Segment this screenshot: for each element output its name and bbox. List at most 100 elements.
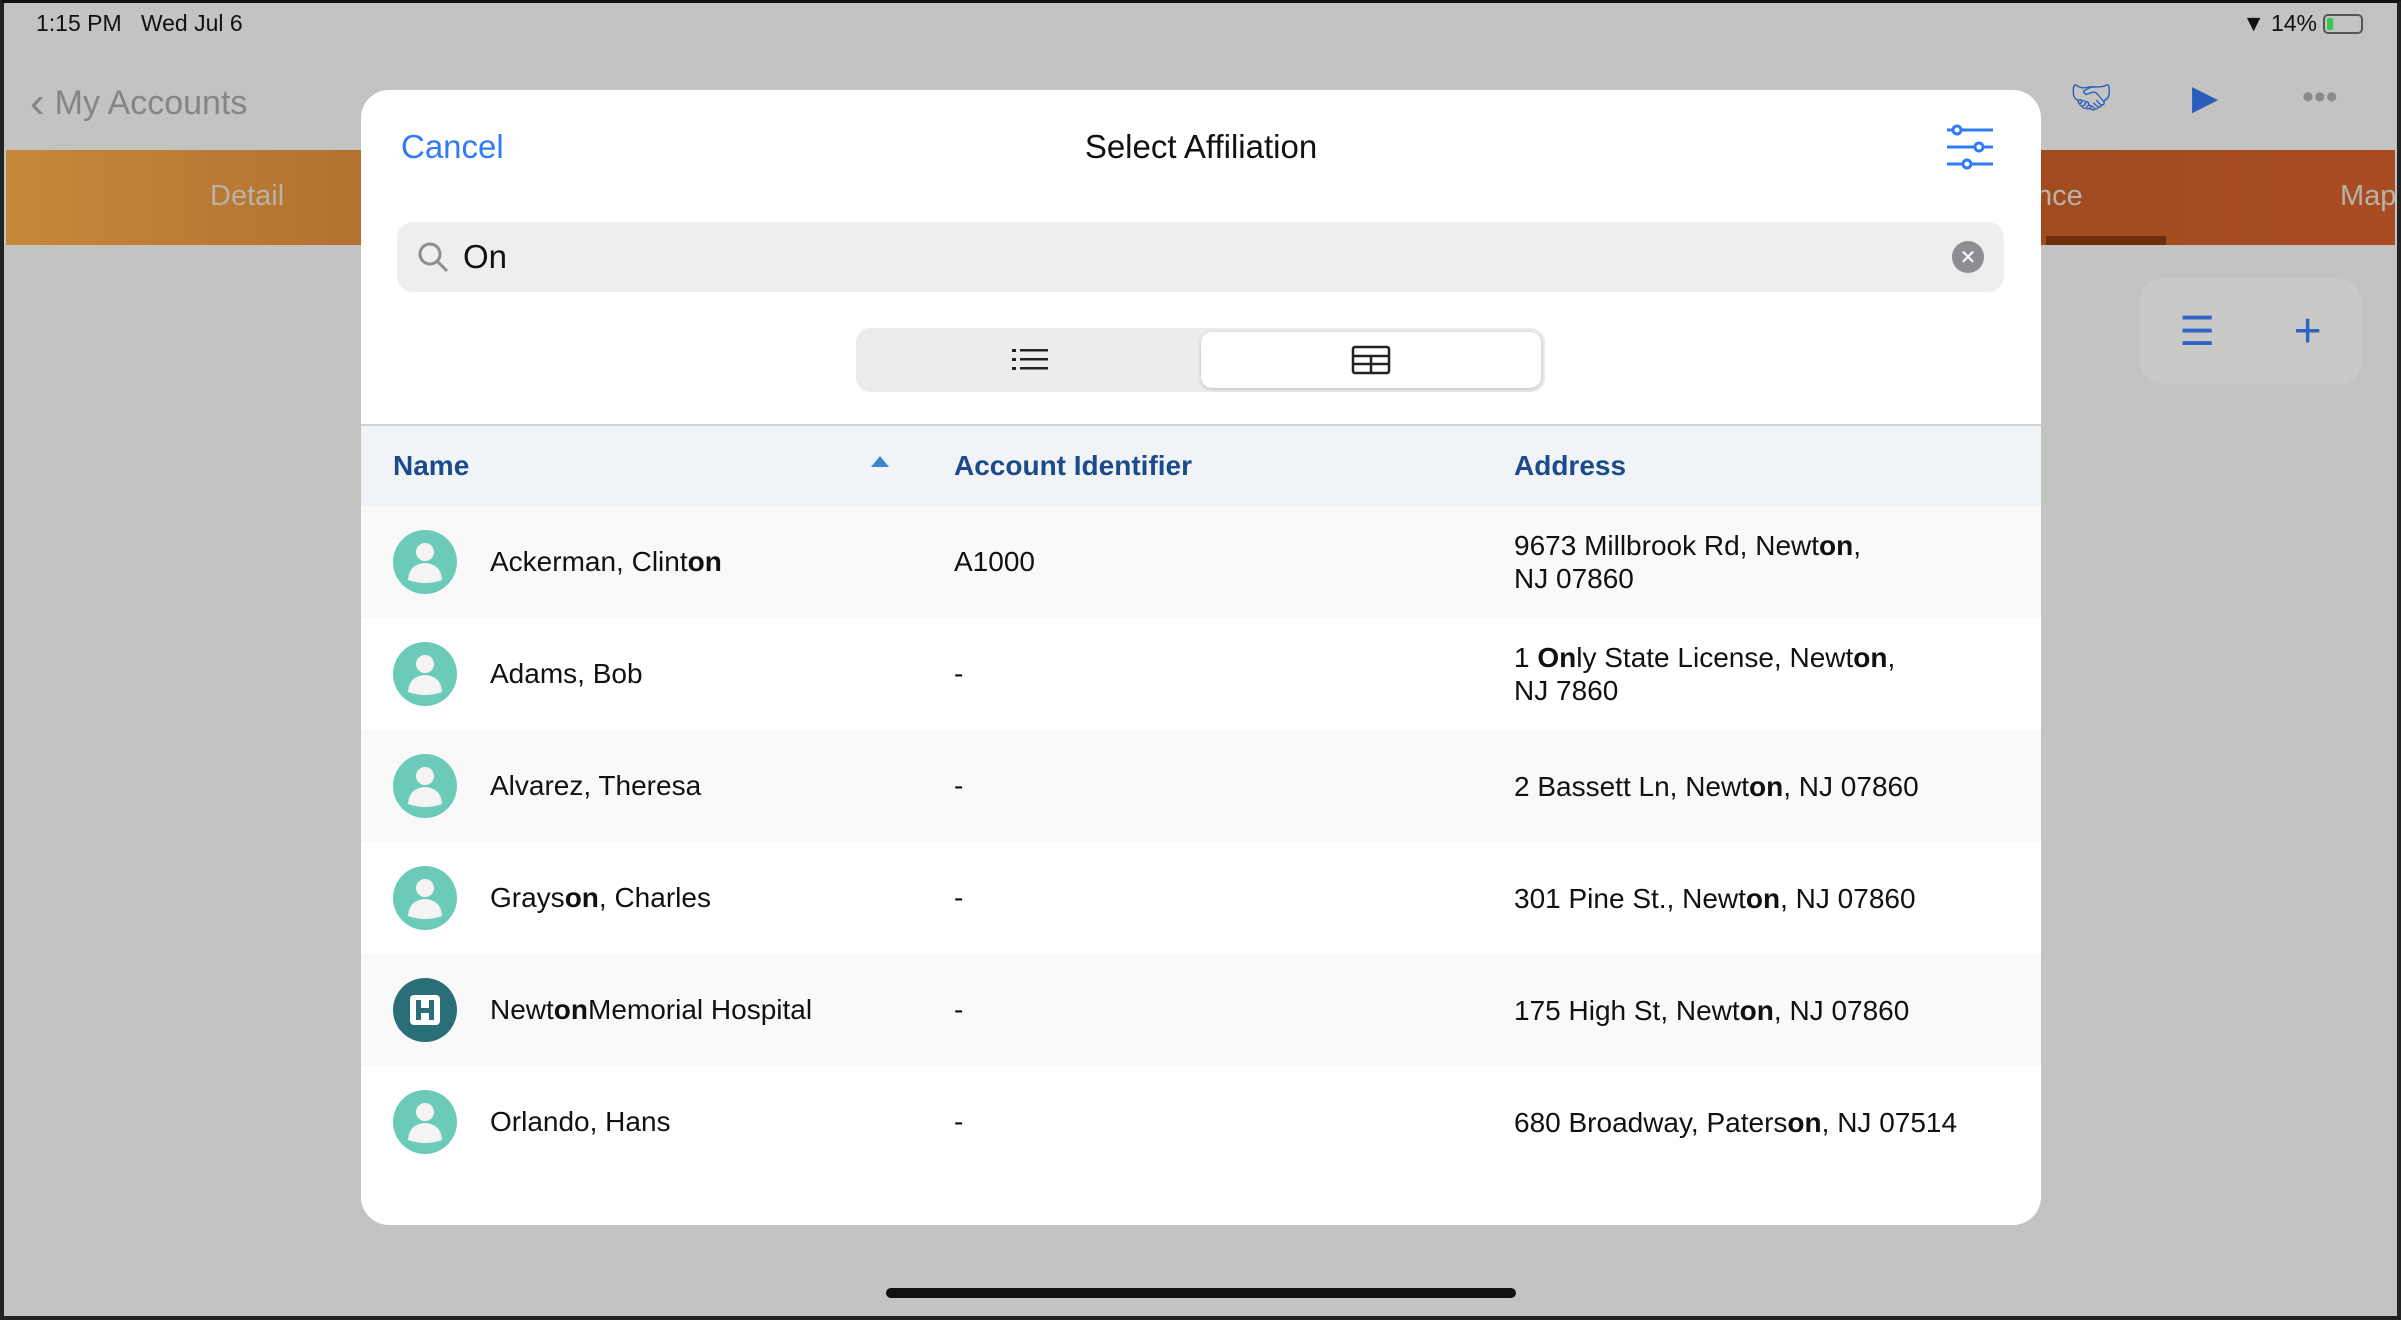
text-segment: Memorial Hospital bbox=[588, 994, 813, 1025]
text-segment: NJ 07860 bbox=[1514, 563, 1634, 594]
ellipsis-icon[interactable]: ••• bbox=[2302, 78, 2338, 116]
column-header-account-identifier[interactable]: Account Identifier bbox=[954, 450, 1193, 481]
sliders-icon[interactable]: ☰ bbox=[2179, 309, 2216, 354]
doctor-avatar-icon bbox=[393, 754, 457, 818]
address-line: NJ 07860 bbox=[1514, 562, 1634, 595]
address-line: 9673 Millbrook Rd, Newton, bbox=[1514, 529, 1861, 562]
address-line: 1 Only State License, Newton, bbox=[1514, 641, 1895, 674]
row-name: Adams, Bob bbox=[490, 618, 643, 730]
doctor-avatar-icon bbox=[393, 642, 457, 706]
text-segment: ly State License, Newt bbox=[1576, 642, 1854, 673]
search-input[interactable] bbox=[463, 238, 1952, 276]
table-icon bbox=[1351, 345, 1390, 375]
text-segment: , NJ 07860 bbox=[1783, 770, 1919, 802]
battery-icon bbox=[2323, 13, 2363, 34]
text-segment: Ackerman, Clint bbox=[490, 546, 688, 577]
home-indicator bbox=[886, 1288, 1516, 1298]
row-address: 2 Bassett Ln, Newton, NJ 07860 bbox=[1514, 730, 1919, 842]
row-account-identifier: A1000 bbox=[954, 546, 1035, 577]
address-line: 301 Pine St., Newton, NJ 07860 bbox=[1514, 882, 1916, 915]
text-segment: , NJ 07514 bbox=[1821, 1106, 1958, 1138]
select-affiliation-modal: Cancel Select Affiliation ✕ Name Account… bbox=[361, 90, 2041, 1225]
match-highlight: on bbox=[1745, 882, 1781, 914]
text-segment: , NJ 07860 bbox=[1780, 882, 1916, 914]
action-panel: ☰ + bbox=[2140, 279, 2361, 384]
cancel-button[interactable]: Cancel bbox=[401, 128, 504, 165]
text-segment: 301 Pine St., Newt bbox=[1514, 882, 1746, 914]
table-row[interactable]: Alvarez, Theresa - 2 Bassett Ln, Newton, N… bbox=[361, 730, 2041, 842]
search-field[interactable]: ✕ bbox=[397, 222, 2004, 292]
text-segment: 1 bbox=[1514, 642, 1538, 673]
text-segment: Orlando, Hans bbox=[490, 1106, 671, 1137]
match-highlight: on bbox=[1749, 770, 1784, 802]
tab-map[interactable]: Map bbox=[2340, 180, 2397, 212]
text-segment: 175 High St, Newt bbox=[1514, 994, 1740, 1026]
text-segment: Adams, Bob bbox=[490, 658, 643, 689]
wifi-icon: ▼ bbox=[2242, 10, 2265, 36]
table-row[interactable]: Orlando, Hans - 680 Broadway, Paterson, NJ… bbox=[361, 1066, 2041, 1178]
tab-detail[interactable]: Detail bbox=[210, 180, 285, 212]
table-header: Name Account Identifier Address bbox=[361, 426, 2041, 506]
address-line: 175 High St, Newton, NJ 07860 bbox=[1514, 994, 1909, 1027]
row-name: Newt on Memorial Hospital bbox=[490, 954, 812, 1066]
match-highlight: on bbox=[1853, 642, 1888, 673]
row-account-identifier: - bbox=[954, 770, 964, 801]
row-address: 175 High St, Newton, NJ 07860 bbox=[1514, 954, 1909, 1066]
chevron-left-icon: ‹ bbox=[30, 78, 45, 127]
row-account-identifier: - bbox=[954, 658, 964, 689]
column-header-name[interactable]: Name bbox=[393, 450, 470, 481]
row-address: 9673 Millbrook Rd, Newton, NJ 07860 bbox=[1514, 506, 1861, 618]
tab-underline bbox=[2046, 236, 2166, 245]
row-account-identifier: - bbox=[954, 882, 964, 913]
match-highlight: on bbox=[553, 994, 589, 1025]
table-row[interactable]: Newt on Memorial Hospital -175 High St, Ne… bbox=[361, 954, 2041, 1066]
table-row[interactable]: Grays on, Charles -301 Pine St., Newton, N… bbox=[361, 842, 2041, 954]
text-segment: , NJ 07860 bbox=[1773, 994, 1910, 1026]
match-highlight: on bbox=[1787, 1106, 1822, 1138]
row-name: Alvarez, Theresa bbox=[490, 730, 701, 842]
column-header-address[interactable]: Address bbox=[1514, 450, 1627, 481]
match-highlight: on bbox=[1819, 530, 1854, 561]
text-segment: 680 Broadway, Paters bbox=[1514, 1106, 1788, 1138]
address-line: 2 Bassett Ln, Newton, NJ 07860 bbox=[1514, 770, 1919, 803]
address-line: NJ 7860 bbox=[1514, 674, 1618, 707]
match-highlight: on bbox=[687, 546, 722, 577]
plus-icon[interactable]: + bbox=[2293, 305, 2322, 358]
row-address: 1 Only State License, Newton, NJ 7860 bbox=[1514, 618, 1895, 730]
list-icon bbox=[1012, 349, 1049, 370]
row-address: 301 Pine St., Newton, NJ 07860 bbox=[1514, 842, 1916, 954]
video-icon[interactable]: ▶︎ bbox=[2192, 79, 2219, 117]
match-highlight: on bbox=[564, 882, 599, 913]
table-row[interactable]: Ackerman, Clint on A1000 9673 Millbrook Rd,… bbox=[361, 506, 2041, 618]
table-row[interactable]: Adams, Bob - 1 Only State License, Newton,… bbox=[361, 618, 2041, 730]
handshake-icon[interactable]: 🤝︎ bbox=[2070, 79, 2114, 117]
address-line: 680 Broadway, Paterson, NJ 07514 bbox=[1514, 1106, 1957, 1139]
text-segment: , bbox=[1887, 642, 1896, 673]
status-time: 1:15 PM Wed Jul 6 bbox=[36, 10, 243, 36]
text-segment: Grays bbox=[490, 882, 565, 913]
match-highlight: On bbox=[1537, 642, 1577, 673]
row-account-identifier: - bbox=[954, 1106, 964, 1137]
tab-compliance[interactable]: nce bbox=[2036, 180, 2083, 212]
hospital-icon bbox=[393, 978, 457, 1042]
list-view-button[interactable] bbox=[860, 332, 1201, 388]
sliders-icon[interactable] bbox=[1945, 124, 1995, 170]
doctor-avatar-icon bbox=[393, 866, 457, 930]
view-toggle bbox=[856, 328, 1545, 392]
text-segment: , bbox=[1853, 530, 1862, 561]
text-segment: 2 Bassett Ln, Newt bbox=[1514, 770, 1750, 802]
row-address: 680 Broadway, Paterson, NJ 07514 bbox=[1514, 1066, 1957, 1178]
modal-title: Select Affiliation bbox=[1084, 128, 1318, 165]
row-name: Grays on, Charles bbox=[490, 842, 711, 954]
status-right: ▼ 14% bbox=[2242, 10, 2363, 37]
text-segment: NJ 7860 bbox=[1514, 675, 1619, 706]
match-highlight: on bbox=[1739, 994, 1774, 1026]
row-name: Ackerman, Clint on bbox=[490, 506, 722, 618]
clear-search-icon[interactable]: ✕ bbox=[1952, 241, 1984, 273]
search-icon bbox=[418, 242, 449, 273]
back-button[interactable]: ‹ My Accounts bbox=[30, 78, 248, 127]
table-view-button[interactable] bbox=[1200, 332, 1541, 388]
sort-ascending-icon[interactable] bbox=[871, 456, 889, 467]
doctor-avatar-icon bbox=[393, 530, 457, 594]
text-segment: Newt bbox=[490, 994, 554, 1025]
